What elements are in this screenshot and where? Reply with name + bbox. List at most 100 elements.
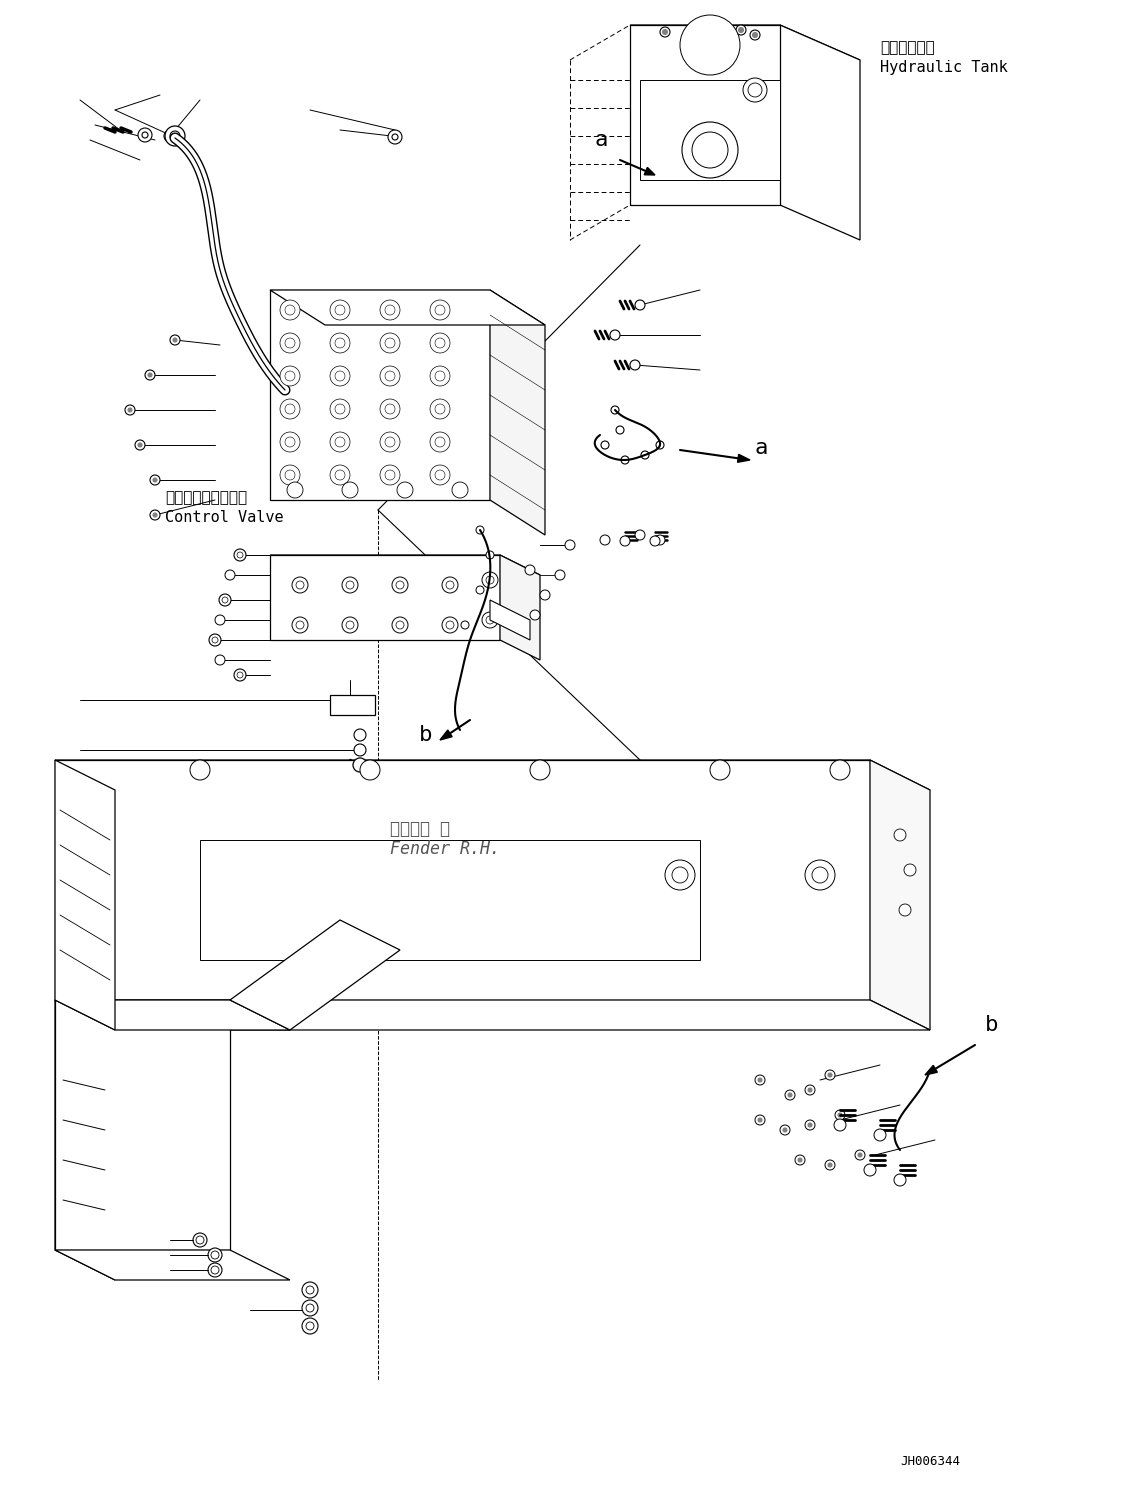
Circle shape [805, 860, 835, 890]
Circle shape [442, 617, 458, 633]
Circle shape [805, 1085, 815, 1095]
Circle shape [690, 27, 700, 37]
Circle shape [146, 370, 155, 380]
Circle shape [830, 760, 850, 779]
Circle shape [739, 27, 744, 33]
Circle shape [780, 1125, 790, 1135]
Polygon shape [490, 600, 530, 641]
Circle shape [385, 404, 395, 414]
Circle shape [659, 27, 670, 37]
Polygon shape [630, 25, 780, 206]
Circle shape [601, 441, 609, 448]
Circle shape [485, 551, 493, 559]
Circle shape [750, 30, 760, 40]
Circle shape [296, 621, 304, 629]
Circle shape [196, 1237, 204, 1244]
Polygon shape [780, 25, 860, 240]
Circle shape [435, 437, 445, 447]
Circle shape [335, 437, 345, 447]
Circle shape [446, 581, 454, 589]
Circle shape [692, 133, 728, 168]
Circle shape [388, 130, 402, 145]
Circle shape [285, 404, 294, 414]
Circle shape [164, 130, 176, 142]
Circle shape [805, 1120, 815, 1129]
Circle shape [346, 621, 354, 629]
Circle shape [864, 1164, 875, 1176]
Circle shape [335, 469, 345, 480]
Circle shape [385, 469, 395, 480]
Circle shape [650, 536, 659, 545]
Circle shape [397, 481, 413, 498]
Circle shape [280, 399, 300, 419]
Circle shape [485, 615, 493, 624]
Text: b: b [985, 1015, 998, 1036]
Polygon shape [55, 1250, 290, 1280]
Circle shape [150, 475, 160, 486]
Circle shape [430, 432, 450, 451]
Circle shape [287, 481, 302, 498]
Polygon shape [269, 554, 500, 641]
Circle shape [755, 1074, 765, 1085]
Circle shape [138, 443, 142, 447]
Circle shape [812, 867, 828, 884]
Circle shape [482, 572, 498, 589]
Circle shape [215, 656, 225, 665]
Circle shape [709, 760, 730, 779]
Polygon shape [500, 554, 540, 660]
Circle shape [280, 332, 300, 353]
Circle shape [211, 1252, 219, 1259]
Circle shape [142, 133, 148, 139]
Circle shape [753, 33, 757, 37]
Text: a: a [595, 130, 608, 150]
Circle shape [352, 758, 367, 772]
Circle shape [736, 25, 746, 34]
Circle shape [555, 571, 565, 580]
Circle shape [482, 612, 498, 627]
Circle shape [641, 451, 649, 459]
Circle shape [173, 338, 177, 343]
Circle shape [525, 565, 536, 575]
Circle shape [788, 1094, 792, 1097]
Circle shape [530, 760, 550, 779]
Polygon shape [440, 730, 453, 741]
Circle shape [208, 1249, 222, 1262]
Circle shape [153, 513, 157, 517]
Circle shape [135, 440, 146, 450]
Circle shape [208, 1264, 222, 1277]
Polygon shape [200, 840, 700, 960]
Circle shape [385, 305, 395, 314]
Circle shape [656, 441, 664, 448]
Circle shape [748, 83, 762, 97]
Text: フェンダ 右: フェンダ 右 [390, 820, 450, 837]
Circle shape [621, 456, 629, 463]
Circle shape [825, 1161, 835, 1170]
Circle shape [616, 426, 624, 434]
Circle shape [600, 535, 609, 545]
Polygon shape [490, 291, 545, 535]
Text: コントロールバルブ: コントロールバルブ [165, 490, 247, 505]
Circle shape [302, 1319, 318, 1334]
Circle shape [665, 860, 695, 890]
Circle shape [330, 432, 350, 451]
Circle shape [672, 867, 688, 884]
Text: b: b [418, 726, 432, 745]
Circle shape [153, 478, 157, 481]
Circle shape [335, 371, 345, 381]
Circle shape [360, 760, 380, 779]
Circle shape [634, 299, 645, 310]
Circle shape [342, 617, 358, 633]
Circle shape [128, 408, 132, 413]
Circle shape [446, 621, 454, 629]
Polygon shape [230, 919, 400, 1030]
Circle shape [435, 404, 445, 414]
Circle shape [476, 526, 484, 533]
Circle shape [435, 305, 445, 314]
Polygon shape [640, 80, 780, 180]
Circle shape [285, 338, 294, 349]
Circle shape [150, 510, 160, 520]
Circle shape [755, 1115, 765, 1125]
Circle shape [292, 577, 308, 593]
Circle shape [435, 371, 445, 381]
Circle shape [835, 1119, 846, 1131]
